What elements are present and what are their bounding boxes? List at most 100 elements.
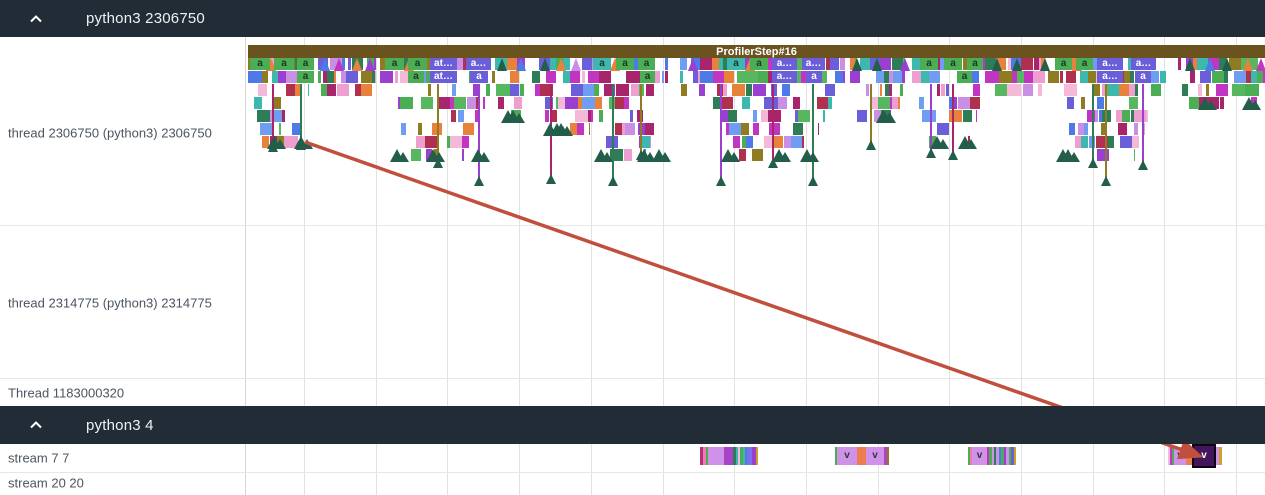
merged-events-triangle[interactable] bbox=[1243, 58, 1253, 71]
merged-events-triangle[interactable] bbox=[1088, 158, 1098, 168]
trace-event[interactable] bbox=[946, 84, 950, 96]
trace-event[interactable] bbox=[898, 97, 901, 109]
trace-event[interactable] bbox=[394, 71, 398, 83]
trace-event[interactable] bbox=[713, 97, 722, 109]
merged-events-triangle[interactable] bbox=[688, 58, 698, 71]
trace-event-labeled[interactable]: a bbox=[408, 58, 427, 70]
merged-events-triangle[interactable] bbox=[1101, 176, 1111, 186]
merged-events-triangle[interactable] bbox=[1138, 160, 1148, 170]
merged-events-triangle[interactable] bbox=[872, 58, 882, 71]
trace-event[interactable] bbox=[1081, 136, 1088, 148]
merged-events-triangle[interactable] bbox=[546, 174, 556, 184]
trace-event-labeled[interactable]: a bbox=[640, 71, 655, 83]
trace-event[interactable] bbox=[457, 110, 465, 122]
trace-event[interactable] bbox=[1065, 71, 1077, 83]
trace-event[interactable] bbox=[472, 84, 480, 96]
trace-event[interactable] bbox=[380, 58, 389, 70]
trace-event[interactable] bbox=[544, 97, 553, 109]
trace-event-labeled[interactable]: a… bbox=[772, 58, 797, 70]
trace-event[interactable] bbox=[337, 84, 349, 96]
trace-event[interactable] bbox=[326, 71, 334, 83]
trace-event[interactable] bbox=[623, 97, 629, 109]
trace-event-labeled[interactable]: a bbox=[250, 58, 270, 70]
trace-event[interactable] bbox=[802, 136, 805, 148]
kernel-event[interactable] bbox=[708, 447, 724, 465]
trace-event-labeled[interactable]: a bbox=[297, 58, 314, 70]
trace-event-labeled[interactable]: a bbox=[274, 58, 294, 70]
trace-event[interactable] bbox=[1142, 84, 1144, 170]
trace-event[interactable] bbox=[939, 58, 945, 70]
trace-event[interactable] bbox=[760, 110, 769, 122]
merged-events-triangle[interactable] bbox=[497, 58, 507, 71]
trace-event[interactable] bbox=[1159, 71, 1166, 83]
trace-event[interactable] bbox=[880, 84, 883, 96]
trace-event[interactable] bbox=[726, 123, 729, 135]
trace-event[interactable] bbox=[767, 71, 775, 83]
merged-events-triangle[interactable] bbox=[540, 58, 550, 71]
trace-event[interactable] bbox=[1219, 97, 1225, 109]
trace-event[interactable] bbox=[1086, 110, 1095, 122]
trace-event-labeled[interactable]: a bbox=[593, 58, 611, 70]
trace-event[interactable] bbox=[773, 136, 784, 148]
trace-event[interactable] bbox=[569, 71, 580, 83]
trace-event[interactable] bbox=[1144, 123, 1145, 135]
trace-event[interactable] bbox=[285, 84, 296, 96]
trace-event[interactable] bbox=[790, 136, 803, 148]
trace-event[interactable] bbox=[783, 136, 791, 148]
merged-events-triangle[interactable] bbox=[433, 158, 443, 168]
merged-events-triangle[interactable] bbox=[884, 113, 897, 123]
trace-event[interactable] bbox=[594, 84, 599, 96]
trace-event[interactable] bbox=[269, 110, 273, 122]
trace-event[interactable] bbox=[866, 84, 870, 96]
trace-event[interactable] bbox=[723, 84, 727, 96]
trace-event[interactable] bbox=[1097, 149, 1110, 161]
trace-event[interactable] bbox=[307, 84, 310, 96]
merged-events-triangle[interactable] bbox=[610, 58, 620, 71]
trace-event[interactable] bbox=[341, 71, 346, 83]
trace-event-labeled[interactable]: a bbox=[957, 71, 972, 83]
trace-event-labeled[interactable]: a bbox=[1135, 71, 1151, 83]
trace-event[interactable] bbox=[625, 71, 638, 83]
trace-event[interactable] bbox=[437, 84, 439, 168]
kernel-event[interactable] bbox=[1014, 447, 1016, 465]
trace-event[interactable] bbox=[452, 58, 463, 70]
trace-event[interactable] bbox=[327, 84, 337, 96]
trace-event[interactable] bbox=[922, 110, 936, 122]
trace-event[interactable] bbox=[900, 84, 903, 96]
trace-event[interactable] bbox=[323, 71, 327, 83]
trace-event[interactable] bbox=[256, 110, 270, 122]
trace-event-labeled[interactable]: a… bbox=[1131, 58, 1156, 70]
trace-event[interactable] bbox=[768, 110, 781, 122]
trace-event[interactable] bbox=[1189, 71, 1195, 83]
trace-event[interactable] bbox=[1133, 149, 1135, 161]
merged-events-triangle[interactable] bbox=[516, 58, 526, 71]
trace-event[interactable] bbox=[598, 110, 604, 122]
trace-event[interactable] bbox=[588, 71, 599, 83]
trace-event[interactable] bbox=[883, 71, 890, 83]
trace-event[interactable] bbox=[614, 123, 622, 135]
trace-event[interactable] bbox=[890, 97, 893, 109]
kernel-event[interactable]: v bbox=[866, 447, 884, 465]
trace-event[interactable] bbox=[723, 71, 735, 83]
trace-event[interactable] bbox=[718, 58, 724, 70]
trace-event[interactable] bbox=[380, 71, 393, 83]
trace-event[interactable] bbox=[1232, 84, 1246, 96]
trace-event[interactable] bbox=[728, 110, 738, 122]
trace-event[interactable] bbox=[417, 123, 423, 135]
trace-event[interactable] bbox=[741, 97, 750, 109]
trace-event[interactable] bbox=[893, 71, 902, 83]
trace-event[interactable] bbox=[1083, 123, 1089, 135]
trace-event[interactable] bbox=[582, 97, 596, 109]
trace-event[interactable] bbox=[892, 97, 899, 109]
collapse-chevron-icon[interactable] bbox=[28, 11, 44, 27]
trace-event[interactable] bbox=[466, 97, 476, 109]
trace-event[interactable] bbox=[452, 84, 457, 96]
trace-event[interactable] bbox=[817, 123, 819, 135]
trace-event[interactable] bbox=[753, 84, 767, 96]
trace-event[interactable] bbox=[665, 71, 668, 83]
trace-event[interactable] bbox=[271, 97, 281, 109]
merged-events-triangle[interactable] bbox=[1222, 58, 1232, 71]
trace-event[interactable] bbox=[995, 84, 1008, 96]
trace-event[interactable] bbox=[936, 123, 950, 135]
trace-event[interactable] bbox=[1096, 97, 1105, 109]
